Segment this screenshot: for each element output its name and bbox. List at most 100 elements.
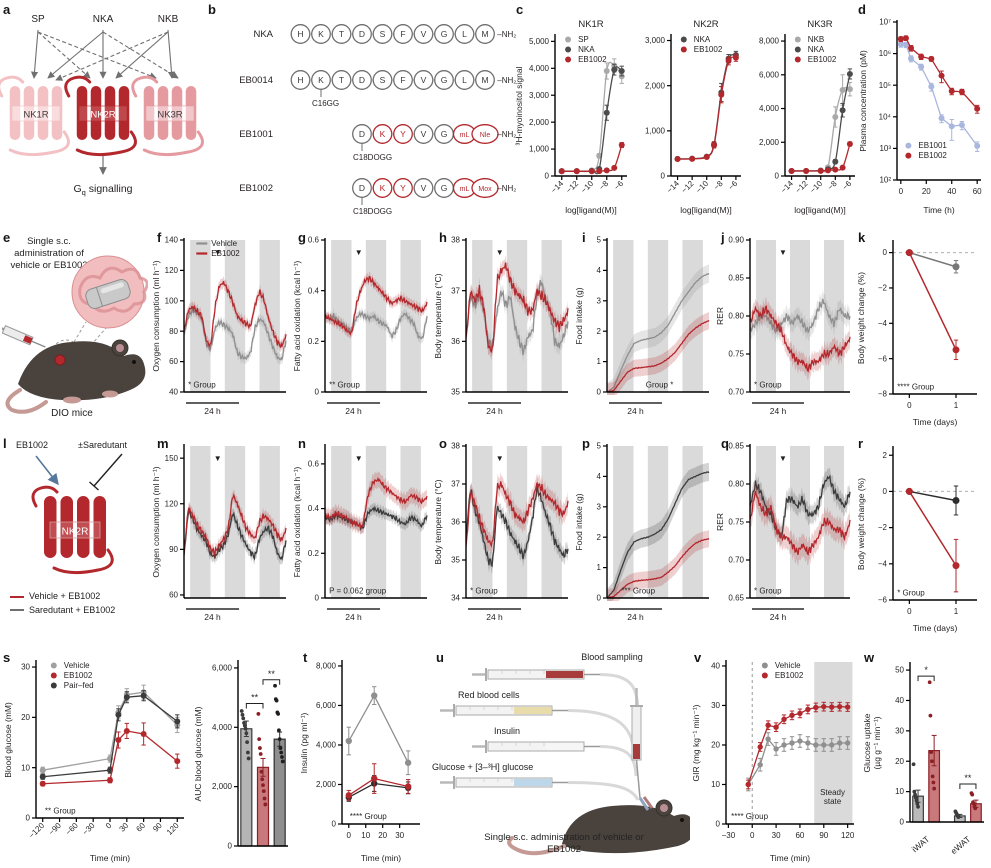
svg-text:10: 10: [895, 787, 904, 796]
svg-text:5: 5: [597, 236, 602, 245]
svg-text:Time (days): Time (days): [913, 417, 958, 427]
svg-text:Group *: Group *: [646, 380, 674, 389]
svg-text:30: 30: [118, 821, 131, 834]
svg-text:40: 40: [169, 388, 178, 397]
svg-text:**** Group: **** Group: [731, 812, 768, 821]
svg-text:0.2: 0.2: [308, 549, 320, 558]
legend-saredutant-eb1002: Saredutant + EB1002: [10, 604, 115, 618]
panel-letter-n: n: [298, 436, 306, 451]
svg-text:Fatty acid oxidation (kcal h⁻¹: Fatty acid oxidation (kcal h⁻¹): [292, 260, 302, 371]
eb1002-label: EB1002: [16, 440, 49, 450]
svg-text:NK3R: NK3R: [807, 19, 832, 30]
svg-text:60: 60: [134, 821, 147, 834]
svg-text:C18DOGG: C18DOGG: [353, 153, 392, 162]
svg-text:10⁶: 10⁶: [879, 49, 891, 58]
svg-text:Time (min): Time (min): [90, 853, 130, 863]
svg-text:0.85: 0.85: [728, 442, 744, 451]
svg-text:2,000: 2,000: [759, 138, 780, 147]
svg-text:0.85: 0.85: [728, 274, 744, 283]
svg-text:▼: ▼: [214, 248, 222, 257]
svg-text:0.90: 0.90: [728, 236, 744, 245]
svg-text:S: S: [380, 29, 386, 39]
svg-text:3,000: 3,000: [529, 91, 550, 100]
svg-text:4,000: 4,000: [212, 723, 233, 732]
svg-text:Blood glucose (mM): Blood glucose (mM): [3, 702, 13, 778]
svg-text:−6: −6: [878, 354, 888, 363]
svg-text:20: 20: [378, 831, 387, 840]
svg-text:0.75: 0.75: [728, 518, 744, 527]
svg-text:−12: −12: [564, 179, 580, 195]
svg-text:Glucose uptake: Glucose uptake: [862, 713, 872, 772]
svg-text:24 h: 24 h: [486, 612, 503, 622]
svg-text:24 h: 24 h: [204, 612, 221, 622]
svg-text:Mox: Mox: [478, 186, 492, 193]
svg-text:NKA: NKA: [253, 29, 273, 40]
svg-text:20: 20: [711, 741, 720, 750]
svg-text:EB0014: EB0014: [239, 75, 273, 86]
svg-text:−8: −8: [878, 390, 888, 399]
svg-text:20: 20: [922, 187, 931, 196]
svg-text:140: 140: [165, 236, 179, 245]
svg-text:K: K: [318, 29, 324, 39]
glucose-label: Glucose + [3–³H] glucose: [432, 762, 534, 772]
svg-text:40: 40: [947, 187, 956, 196]
svg-text:M: M: [481, 29, 488, 39]
svg-text:F: F: [400, 75, 405, 85]
svg-text:60: 60: [973, 187, 982, 196]
svg-text:D: D: [359, 183, 365, 193]
svg-text:EB1001: EB1001: [918, 141, 947, 150]
administration-caption-2: Single s.c. administration of vehicle or…: [484, 832, 644, 855]
svg-text:▼: ▼: [355, 454, 363, 463]
svg-text:10²: 10²: [879, 176, 891, 185]
blood-sampling-label: Blood sampling: [581, 652, 643, 662]
svg-text:−30: −30: [722, 831, 736, 840]
dio-mice-label: DIO mice: [51, 408, 93, 419]
svg-text:NKA: NKA: [578, 45, 595, 54]
svg-text:Pair–fed: Pair–fed: [64, 681, 94, 690]
svg-text:24 h: 24 h: [770, 612, 787, 622]
svg-text:1: 1: [954, 607, 959, 616]
svg-text:−4: −4: [878, 319, 888, 328]
svg-text:EB1002: EB1002: [239, 183, 273, 194]
svg-text:0: 0: [347, 831, 352, 840]
svg-text:–NH₂: –NH₂: [497, 76, 516, 85]
svg-text:G: G: [441, 129, 448, 139]
svg-text:90: 90: [169, 545, 178, 554]
svg-text:T: T: [339, 75, 344, 85]
svg-text:V: V: [421, 183, 427, 193]
svg-text:1: 1: [597, 563, 602, 572]
svg-text:0: 0: [26, 814, 31, 823]
svg-text:0: 0: [716, 820, 721, 829]
svg-text:(µg g⁻¹ min⁻¹): (µg g⁻¹ min⁻¹): [872, 716, 882, 769]
insulin-label: Insulin: [494, 726, 521, 736]
svg-text:0: 0: [104, 821, 114, 831]
svg-text:GIR (mg kg⁻¹ min⁻¹): GIR (mg kg⁻¹ min⁻¹): [691, 704, 701, 781]
svg-text:▼: ▼: [355, 248, 363, 257]
svg-text:Time (h): Time (h): [923, 205, 954, 215]
svg-text:90: 90: [151, 821, 164, 834]
svg-text:* Group: * Group: [897, 588, 925, 597]
svg-text:10⁵: 10⁵: [879, 81, 891, 90]
svg-text:Time (min): Time (min): [770, 853, 810, 863]
svg-text:−4: −4: [878, 559, 888, 568]
treatment-legend: Vehicle + EB1002 Saredutant + EB1002: [10, 590, 115, 617]
clamp-art: [440, 668, 690, 856]
svg-text:80: 80: [169, 327, 178, 336]
svg-text:60: 60: [169, 357, 178, 366]
svg-text:38: 38: [451, 236, 460, 245]
svg-text:**: **: [251, 693, 259, 703]
svg-text:S: S: [380, 75, 386, 85]
svg-text:4,000: 4,000: [529, 64, 550, 73]
svg-text:−12: −12: [680, 179, 696, 195]
panel-letter-j: j: [721, 230, 725, 245]
svg-text:–NH₂: –NH₂: [497, 184, 516, 193]
svg-text:8,000: 8,000: [759, 37, 780, 46]
svg-text:eWAT: eWAT: [949, 834, 973, 856]
svg-text:0.6: 0.6: [308, 459, 320, 468]
svg-text:−8: −8: [597, 179, 610, 192]
svg-text:0.6: 0.6: [308, 236, 320, 245]
svg-text:35: 35: [451, 556, 460, 565]
svg-text:G: G: [441, 183, 448, 193]
